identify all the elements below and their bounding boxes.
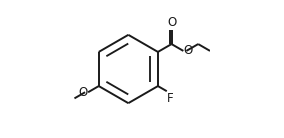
Text: O: O [78,86,87,99]
Text: O: O [167,16,176,29]
Text: O: O [184,44,193,57]
Text: F: F [167,92,174,105]
